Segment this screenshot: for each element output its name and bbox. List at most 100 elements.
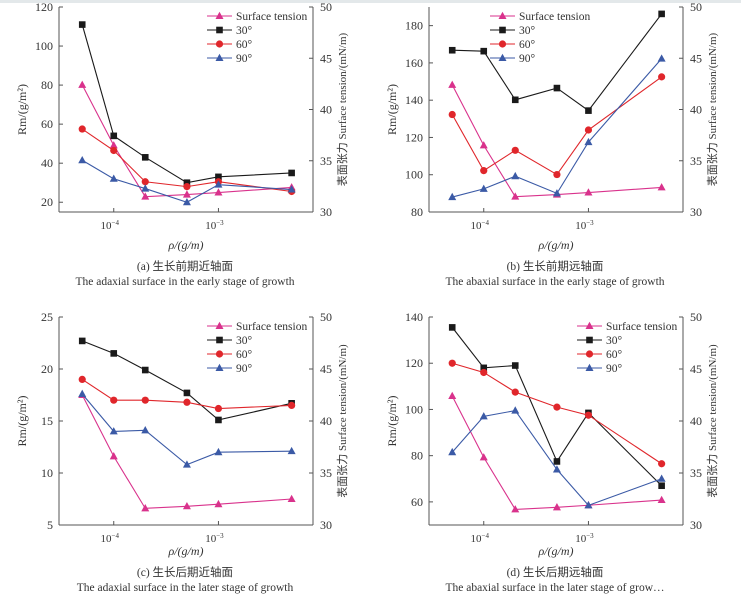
data-point (480, 167, 488, 175)
data-point (141, 426, 150, 434)
y-tick-label: 80 (411, 205, 423, 219)
legend-marker (215, 40, 224, 48)
data-point (183, 398, 191, 406)
caption-en: The adaxial surface in the early stage o… (75, 276, 294, 288)
legend-marker (215, 53, 224, 61)
y-tick-label: 60 (411, 495, 423, 509)
data-point (110, 146, 118, 155)
series-line (82, 340, 292, 421)
data-point (448, 192, 457, 201)
data-point (553, 458, 561, 465)
y-tick-label: 15 (41, 414, 53, 428)
data-point (215, 173, 222, 181)
series-90 (78, 155, 296, 206)
legend-label: 90° (606, 363, 623, 375)
y-tick-label: 180 (405, 19, 423, 33)
data-point (511, 96, 519, 104)
legend-label: 90° (519, 53, 536, 65)
series-90 (448, 406, 666, 509)
legend-label: 30° (236, 25, 253, 37)
x-tick-label: 10−3 (205, 532, 224, 545)
y-axis-label: Rm/(g/m²) (385, 84, 399, 135)
chart-panel-c: 5 10 15 20 25 30 35 40 45 50 10−4 10−3ρ/(g/m) Rm/(g/… (15, 310, 349, 594)
legend-label: Surface tension (606, 321, 677, 333)
y2-tick-label: 40 (320, 414, 332, 428)
y2-tick-label: 30 (320, 205, 332, 219)
y-tick-label: 100 (405, 168, 423, 182)
legend-label: Surface tension (236, 321, 307, 333)
data-point (584, 501, 593, 509)
data-point (511, 146, 519, 154)
series-line (81, 378, 292, 410)
data-point (448, 359, 456, 367)
y2-axis-label: 表面张力 Surface tension/(mN/m) (335, 32, 349, 186)
legend-label: 90° (236, 53, 253, 65)
data-point (78, 337, 86, 345)
data-point (511, 406, 520, 414)
x-axis-label: ρ/(g/m) (537, 238, 573, 252)
legend-label: 30° (236, 335, 253, 347)
data-point (182, 460, 191, 468)
y-tick-label: 120 (405, 130, 423, 144)
x-axis-label: ρ/(g/m) (167, 238, 203, 252)
data-point (182, 190, 191, 198)
legend: Surface tension 30° 60° 90° (577, 321, 677, 375)
data-point (214, 180, 223, 188)
top-border (0, 0, 741, 3)
series-line (451, 84, 662, 198)
legend-marker (215, 350, 224, 358)
data-point (479, 453, 488, 461)
data-point (658, 73, 666, 81)
data-point (479, 412, 488, 420)
caption-cn: (c) 生长后期近轴面 (137, 565, 233, 579)
y-tick-label: 120 (405, 356, 423, 370)
caption-cn: (a) 生长前期近轴面 (137, 259, 233, 273)
series-60 (78, 375, 296, 413)
legend-marker (215, 11, 224, 19)
x-tick-label: 10−3 (575, 219, 594, 232)
data-point (552, 503, 561, 511)
series-30 (78, 337, 295, 424)
data-point (479, 184, 488, 192)
legend: Surface tension 30° 60° 90° (490, 11, 590, 65)
data-point (553, 84, 561, 92)
series-30 (78, 21, 295, 187)
x-tick-label: 10−3 (205, 219, 224, 232)
y-tick-label: 40 (41, 156, 53, 170)
legend: Surface tension 30° 60° 90° (207, 321, 307, 375)
y-tick-label: 100 (35, 39, 53, 53)
series-surfacetension (448, 80, 666, 200)
legend-marker (585, 350, 594, 358)
data-point (448, 110, 456, 119)
legend-marker (585, 321, 594, 329)
data-point (141, 192, 150, 200)
data-point (109, 452, 118, 460)
legend-marker (498, 53, 507, 61)
data-point (552, 189, 561, 197)
data-point (552, 465, 561, 473)
data-point (480, 364, 488, 372)
series-90 (78, 389, 296, 468)
series-60 (448, 359, 666, 468)
legend-marker (215, 363, 224, 371)
data-point (141, 504, 150, 512)
y-tick-label: 120 (35, 0, 53, 14)
y-tick-label: 100 (405, 402, 423, 416)
caption-cn: (d) 生长后期远轴面 (507, 565, 604, 579)
x-tick-label: 10−4 (471, 219, 490, 232)
y-tick-label: 140 (405, 310, 423, 324)
legend-marker (215, 321, 224, 329)
data-point (511, 505, 520, 513)
legend-marker (216, 336, 223, 344)
data-point (214, 447, 223, 456)
legend-label: 30° (519, 25, 536, 37)
data-point (287, 446, 296, 455)
data-point (657, 54, 666, 62)
caption-en: The abaxial surface in the early stage o… (445, 276, 664, 288)
data-point (584, 411, 593, 419)
data-point (658, 10, 665, 18)
data-point (78, 389, 87, 397)
y2-tick-label: 45 (690, 362, 702, 376)
legend-marker (216, 26, 223, 34)
chart-panel-b: 80 100 120 140 160 180 30 35 40 45 50 10−4 10−3ρ/(g/… (385, 0, 719, 288)
